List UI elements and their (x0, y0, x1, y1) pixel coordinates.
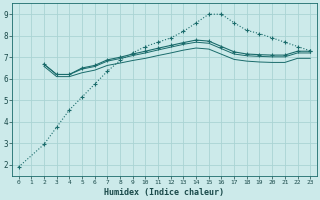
X-axis label: Humidex (Indice chaleur): Humidex (Indice chaleur) (104, 188, 224, 197)
